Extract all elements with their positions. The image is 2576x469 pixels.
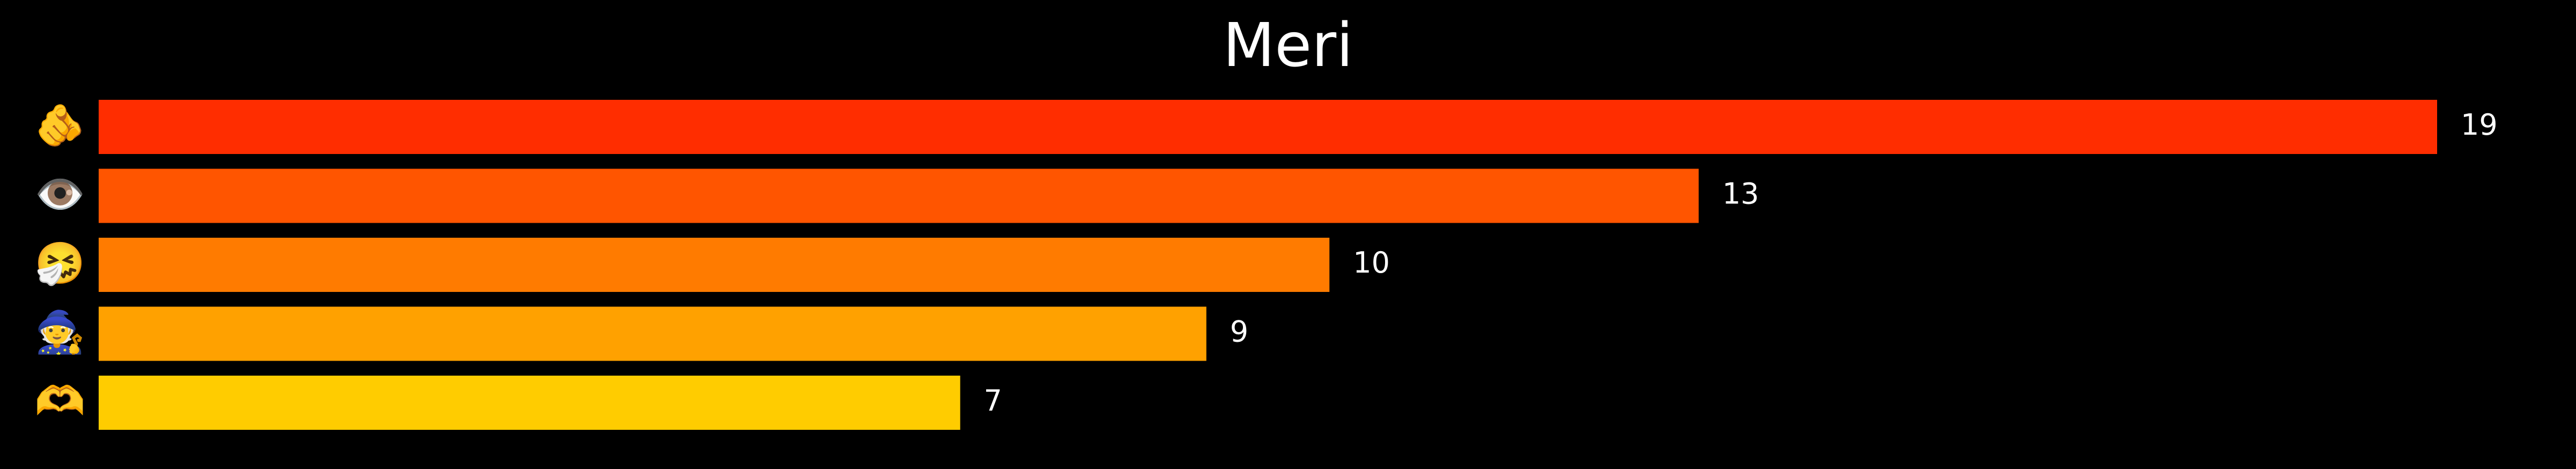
- bar-value-label: 13: [1722, 177, 1759, 211]
- bar-value-label: 7: [984, 384, 1002, 417]
- category-icon: 👁️: [35, 170, 86, 218]
- bar-value-label: 9: [1230, 315, 1248, 349]
- bar-value-label: 10: [1353, 246, 1390, 280]
- category-icon: 🤧: [35, 239, 86, 287]
- category-icon: 🧙: [35, 308, 86, 356]
- bar: [99, 376, 960, 430]
- category-icon: 🫵: [35, 101, 86, 149]
- category-icon: 🫶: [35, 377, 86, 424]
- chart-title: Meri: [1223, 11, 1353, 80]
- bar-value-label: 19: [2461, 108, 2498, 142]
- bar: [99, 100, 2437, 154]
- bar: [99, 306, 1206, 361]
- bar: [99, 168, 1699, 223]
- bar: [99, 238, 1330, 292]
